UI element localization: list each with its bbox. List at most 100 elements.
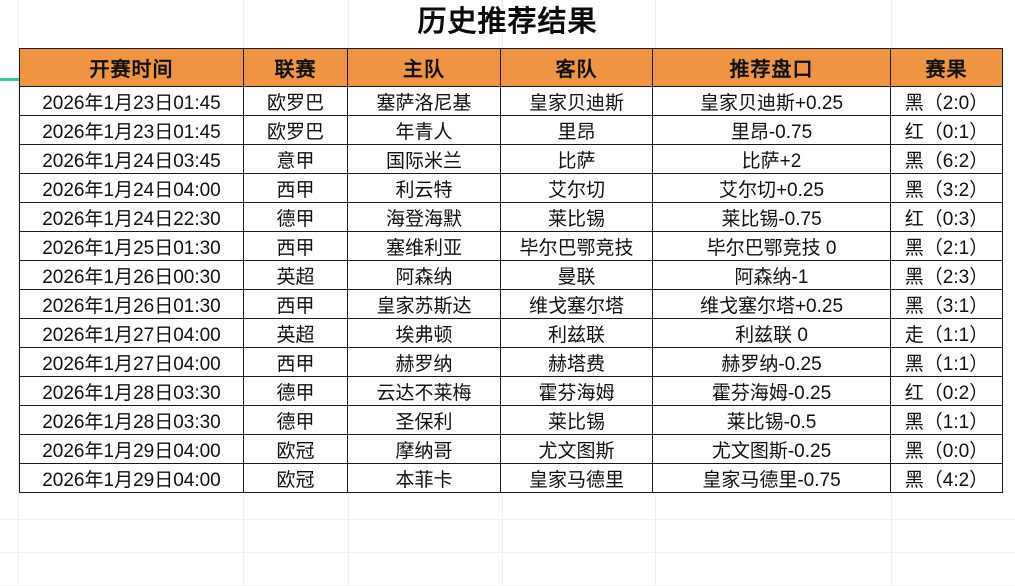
cell-time: 2026年1月26日01:30 (19, 289, 244, 319)
cell-league: 西甲 (243, 173, 348, 203)
cell-time: 2026年1月27日04:00 (19, 347, 244, 377)
cell-pick: 霍芬海姆-0.25 (652, 376, 891, 406)
cell-pick: 莱比锡-0.75 (652, 202, 891, 232)
cell-home: 阿森纳 (347, 260, 501, 290)
cell-pick: 阿森纳-1 (652, 260, 891, 290)
table-row[interactable]: 2026年1月24日04:00 西甲 利云特 艾尔切 艾尔切+0.25 黑（3:2） (19, 173, 1003, 203)
cell-away: 尤文图斯 (500, 434, 653, 464)
cell-pick: 皇家贝迪斯+0.25 (652, 86, 891, 116)
table-body: 2026年1月23日01:45 欧罗巴 塞萨洛尼基 皇家贝迪斯 皇家贝迪斯+0.25 黑（… (19, 86, 1003, 493)
cell-league: 欧冠 (243, 434, 348, 464)
cell-result: 红（0:3） (890, 202, 1003, 232)
table-row[interactable]: 2026年1月24日03:45 意甲 国际米兰 比萨 比萨+2 黑（6:2） (19, 144, 1003, 174)
cell-time: 2026年1月24日04:00 (19, 173, 244, 203)
cell-home: 皇家苏斯达 (347, 289, 501, 319)
column-header-time: 开赛时间 (19, 48, 244, 87)
cell-home: 埃弗顿 (347, 318, 501, 348)
cell-result: 黑（3:1） (890, 289, 1003, 319)
column-header-home: 主队 (347, 48, 501, 87)
table-row[interactable]: 2026年1月26日00:30 英超 阿森纳 曼联 阿森纳-1 黑（2:3） (19, 260, 1003, 290)
table-row[interactable]: 2026年1月28日03:30 德甲 云达不莱梅 霍芬海姆 霍芬海姆-0.25 红（0:2… (19, 376, 1003, 406)
cell-home: 云达不莱梅 (347, 376, 501, 406)
table-row[interactable]: 2026年1月23日01:45 欧罗巴 年青人 里昂 里昂-0.75 红（0:1） (19, 115, 1003, 145)
cell-pick: 维戈塞尔塔+0.25 (652, 289, 891, 319)
cell-pick: 莱比锡-0.5 (652, 405, 891, 435)
column-header-away: 客队 (500, 48, 653, 87)
cell-away: 莱比锡 (500, 405, 653, 435)
cell-result: 红（0:2） (890, 376, 1003, 406)
table-row[interactable]: 2026年1月26日01:30 西甲 皇家苏斯达 维戈塞尔塔 维戈塞尔塔+0.25 黑（3… (19, 289, 1003, 319)
cell-league: 英超 (243, 260, 348, 290)
cell-home: 圣保利 (347, 405, 501, 435)
table-row[interactable]: 2026年1月25日01:30 西甲 塞维利亚 毕尔巴鄂竞技 毕尔巴鄂竞技 0 黑（2:1… (19, 231, 1003, 261)
cell-home: 海登海默 (347, 202, 501, 232)
cell-time: 2026年1月23日01:45 (19, 86, 244, 116)
recommendations-table: 开赛时间 联赛 主队 客队 推荐盘口 赛果 2026年1月23日01:45 欧罗巴… (19, 48, 1003, 493)
cell-result: 黑（6:2） (890, 144, 1003, 174)
cell-result: 黑（2:1） (890, 231, 1003, 261)
cell-time: 2026年1月24日03:45 (19, 144, 244, 174)
cell-home: 摩纳哥 (347, 434, 501, 464)
cell-league: 德甲 (243, 376, 348, 406)
table-row[interactable]: 2026年1月27日04:00 西甲 赫罗纳 赫塔费 赫罗纳-0.25 黑（1:1） (19, 347, 1003, 377)
column-header-pick: 推荐盘口 (652, 48, 891, 87)
cell-time: 2026年1月26日00:30 (19, 260, 244, 290)
cell-away: 莱比锡 (500, 202, 653, 232)
cell-league: 德甲 (243, 202, 348, 232)
cell-away: 皇家贝迪斯 (500, 86, 653, 116)
table-header-row: 开赛时间 联赛 主队 客队 推荐盘口 赛果 (19, 48, 1003, 87)
cell-pick: 皇家马德里-0.75 (652, 463, 891, 493)
cell-away: 利兹联 (500, 318, 653, 348)
cell-home: 利云特 (347, 173, 501, 203)
table-row[interactable]: 2026年1月28日03:30 德甲 圣保利 莱比锡 莱比锡-0.5 黑（1:1） (19, 405, 1003, 435)
cell-result: 黑（2:3） (890, 260, 1003, 290)
cell-away: 皇家马德里 (500, 463, 653, 493)
cell-result: 黑（1:1） (890, 347, 1003, 377)
cell-home: 赫罗纳 (347, 347, 501, 377)
recommendations-table-wrapper: 开赛时间 联赛 主队 客队 推荐盘口 赛果 2026年1月23日01:45 欧罗巴… (19, 48, 1003, 493)
cell-pick: 艾尔切+0.25 (652, 173, 891, 203)
table-row[interactable]: 2026年1月23日01:45 欧罗巴 塞萨洛尼基 皇家贝迪斯 皇家贝迪斯+0.25 黑（… (19, 86, 1003, 116)
table-row[interactable]: 2026年1月27日04:00 英超 埃弗顿 利兹联 利兹联 0 走（1:1） (19, 318, 1003, 348)
cell-league: 西甲 (243, 289, 348, 319)
cell-pick: 里昂-0.75 (652, 115, 891, 145)
cell-away: 比萨 (500, 144, 653, 174)
cell-time: 2026年1月28日03:30 (19, 376, 244, 406)
cell-league: 西甲 (243, 347, 348, 377)
cell-time: 2026年1月29日04:00 (19, 434, 244, 464)
cell-league: 欧罗巴 (243, 115, 348, 145)
cell-time: 2026年1月27日04:00 (19, 318, 244, 348)
cell-result: 黑（4:2） (890, 463, 1003, 493)
cell-home: 国际米兰 (347, 144, 501, 174)
table-row[interactable]: 2026年1月24日22:30 德甲 海登海默 莱比锡 莱比锡-0.75 红（0:3） (19, 202, 1003, 232)
cell-time: 2026年1月25日01:30 (19, 231, 244, 261)
cell-time: 2026年1月28日03:30 (19, 405, 244, 435)
cell-time: 2026年1月23日01:45 (19, 115, 244, 145)
cell-home: 塞萨洛尼基 (347, 86, 501, 116)
accent-tick (0, 78, 19, 81)
cell-away: 赫塔费 (500, 347, 653, 377)
cell-pick: 赫罗纳-0.25 (652, 347, 891, 377)
cell-home: 年青人 (347, 115, 501, 145)
cell-pick: 尤文图斯-0.25 (652, 434, 891, 464)
cell-away: 毕尔巴鄂竞技 (500, 231, 653, 261)
cell-home: 塞维利亚 (347, 231, 501, 261)
cell-time: 2026年1月24日22:30 (19, 202, 244, 232)
column-header-league: 联赛 (243, 48, 348, 87)
cell-league: 英超 (243, 318, 348, 348)
cell-result: 黑（0:0） (890, 434, 1003, 464)
cell-pick: 毕尔巴鄂竞技 0 (652, 231, 891, 261)
cell-pick: 比萨+2 (652, 144, 891, 174)
cell-away: 里昂 (500, 115, 653, 145)
cell-league: 西甲 (243, 231, 348, 261)
table-row[interactable]: 2026年1月29日04:00 欧冠 本菲卡 皇家马德里 皇家马德里-0.75 黑（4:2… (19, 463, 1003, 493)
cell-result: 黑（1:1） (890, 405, 1003, 435)
cell-league: 欧罗巴 (243, 86, 348, 116)
cell-league: 德甲 (243, 405, 348, 435)
cell-away: 霍芬海姆 (500, 376, 653, 406)
cell-league: 欧冠 (243, 463, 348, 493)
table-row[interactable]: 2026年1月29日04:00 欧冠 摩纳哥 尤文图斯 尤文图斯-0.25 黑（0:0） (19, 434, 1003, 464)
cell-home: 本菲卡 (347, 463, 501, 493)
cell-result: 黑（2:0） (890, 86, 1003, 116)
